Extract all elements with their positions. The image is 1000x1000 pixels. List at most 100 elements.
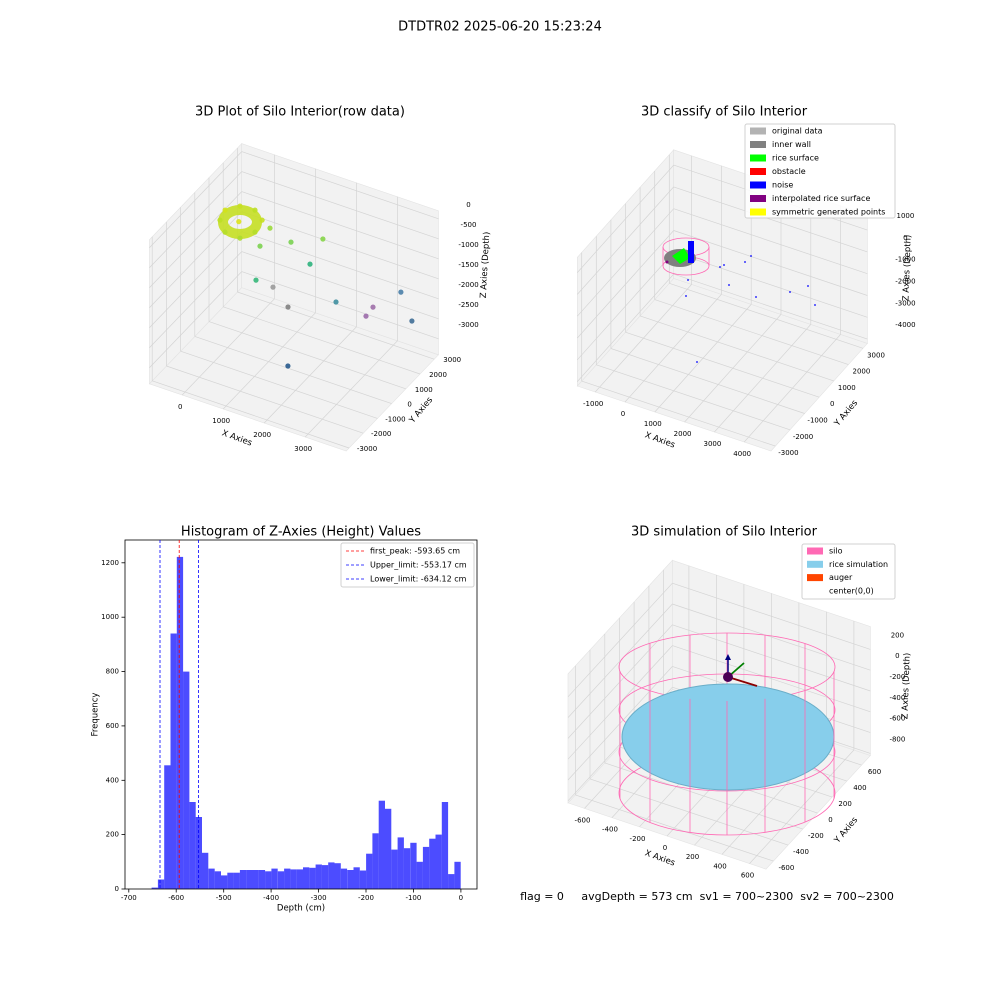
grid-line bbox=[149, 231, 242, 329]
y-tick-label: 400 bbox=[853, 784, 866, 792]
legend-label: original data bbox=[772, 127, 823, 136]
grid-line bbox=[577, 230, 674, 339]
grid-line bbox=[596, 364, 791, 431]
legend-label: center(0,0) bbox=[829, 586, 874, 595]
histogram-bar bbox=[441, 802, 449, 889]
grid-line bbox=[241, 251, 439, 320]
legend-label: interpolated rice surface bbox=[772, 194, 870, 203]
grid-line bbox=[673, 273, 868, 340]
x-axis-label: X Axies bbox=[643, 430, 676, 450]
histogram-bar bbox=[378, 800, 385, 889]
x-axis-label: Depth (cm) bbox=[277, 904, 325, 914]
legend-label: noise bbox=[772, 181, 793, 190]
y-tick-label: 200 bbox=[106, 831, 119, 839]
x-tick-label: 1000 bbox=[212, 417, 230, 425]
histogram-bar bbox=[435, 834, 442, 889]
histogram-bar bbox=[170, 633, 177, 889]
x-tick-label: 4000 bbox=[733, 450, 751, 458]
noise-dot bbox=[728, 284, 730, 286]
data-point bbox=[252, 229, 258, 235]
legend-label: Lower_limit: -634.12 cm bbox=[370, 575, 467, 584]
histogram-bar bbox=[422, 846, 430, 889]
data-point bbox=[270, 284, 276, 290]
silo-front-ribs bbox=[619, 671, 835, 835]
histogram-bar bbox=[340, 868, 348, 889]
chart-title: 3D Plot of Silo Interior(row data) bbox=[195, 105, 405, 120]
z-tick-label: -1000 bbox=[895, 256, 915, 264]
histogram-bar bbox=[410, 842, 417, 889]
x-tick-label: -600 bbox=[168, 894, 184, 902]
legend-swatch bbox=[750, 195, 766, 202]
histogram-bar bbox=[252, 870, 259, 889]
x-tick-label: -1000 bbox=[583, 400, 603, 408]
grid-line bbox=[639, 315, 834, 382]
grid-line bbox=[577, 186, 674, 295]
grid-line bbox=[208, 321, 406, 390]
noise-dot bbox=[750, 255, 752, 257]
y-tick-label: 1000 bbox=[101, 613, 119, 621]
y-axis-label: Y Axies bbox=[407, 395, 435, 426]
x-tick-label: -500 bbox=[216, 894, 232, 902]
histogram-bar bbox=[214, 871, 221, 889]
legend-label: rice surface bbox=[772, 154, 819, 163]
grid-line bbox=[241, 271, 439, 340]
data-point bbox=[217, 217, 223, 223]
y-tick-label: -200 bbox=[808, 832, 824, 840]
x-tick-label: -600 bbox=[575, 816, 591, 824]
grid-line bbox=[222, 312, 316, 410]
data-point bbox=[259, 217, 265, 223]
grid-line bbox=[673, 186, 868, 253]
x-tick-label: 3000 bbox=[703, 440, 721, 448]
grid-line bbox=[194, 336, 392, 404]
grid-line bbox=[577, 164, 674, 273]
legend-label: obstacle bbox=[772, 167, 806, 176]
legend-swatch bbox=[750, 141, 766, 148]
y-tick-label: 1000 bbox=[838, 384, 856, 392]
z-tick-label: 0 bbox=[903, 234, 907, 242]
histogram-bar bbox=[416, 861, 423, 889]
grid-line bbox=[304, 340, 398, 438]
histogram-bar bbox=[448, 874, 455, 889]
grid-line bbox=[152, 380, 350, 449]
y-tick-label: 600 bbox=[868, 768, 881, 776]
grid-line bbox=[241, 171, 439, 240]
grid-line bbox=[610, 348, 805, 414]
noise-dot bbox=[744, 261, 746, 263]
grid-line bbox=[672, 645, 871, 713]
rice-surface bbox=[621, 683, 835, 791]
noise-dot bbox=[807, 285, 809, 287]
x-tick-label: -300 bbox=[311, 894, 327, 902]
y-tick-label: -2000 bbox=[793, 433, 813, 441]
histogram-bar bbox=[429, 838, 436, 889]
data-point bbox=[333, 299, 339, 305]
y-tick-label: 800 bbox=[106, 668, 119, 676]
grid-line bbox=[149, 191, 242, 289]
grid-line bbox=[241, 231, 439, 300]
z-tick-label: -1000 bbox=[458, 241, 478, 249]
rice-surface-blob bbox=[672, 248, 690, 264]
data-point bbox=[222, 229, 228, 235]
y-tick-label: 1200 bbox=[101, 559, 119, 567]
grid-line bbox=[149, 271, 242, 369]
histogram-bar bbox=[359, 870, 367, 889]
grid-line bbox=[567, 582, 673, 698]
ring-shell bbox=[218, 205, 262, 239]
x-tick-label: 1000 bbox=[644, 420, 662, 428]
x-tick-label: -100 bbox=[405, 894, 421, 902]
data-point bbox=[370, 304, 376, 310]
noise-dot bbox=[723, 264, 725, 266]
grid-line bbox=[577, 252, 674, 361]
legend-box bbox=[744, 123, 896, 219]
noise-dot bbox=[696, 361, 698, 363]
grid-line bbox=[577, 208, 674, 317]
z-axis-label: Z Axies (Depth) bbox=[900, 653, 912, 720]
z-tick-label: -400 bbox=[889, 694, 905, 702]
histogram-bar bbox=[246, 870, 253, 889]
auger-hub bbox=[723, 672, 733, 682]
legend-label: rice simulation bbox=[829, 560, 888, 569]
grid-line bbox=[669, 282, 864, 349]
data-point bbox=[288, 239, 294, 245]
grid-line bbox=[673, 208, 868, 275]
y-tick-label: 3000 bbox=[443, 356, 461, 364]
